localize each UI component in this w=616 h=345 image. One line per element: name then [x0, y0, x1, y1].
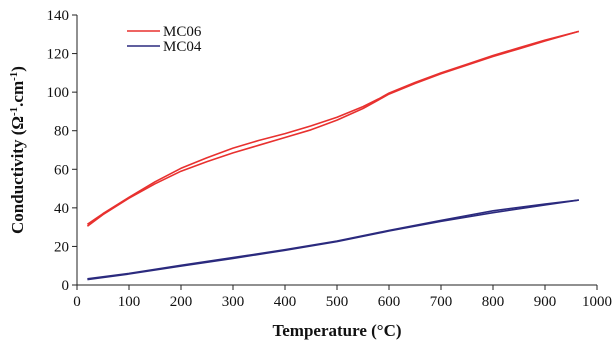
- series-line-mc06-heating: [86, 30, 580, 227]
- x-tick-label: 500: [326, 294, 349, 310]
- legend-label-mc04: MC04: [163, 39, 202, 55]
- y-tick-label: 100: [47, 85, 70, 101]
- y-tick-label: 140: [47, 8, 70, 24]
- x-tick-label: 0: [73, 294, 81, 310]
- legend-label-mc06: MC06: [163, 24, 202, 40]
- x-axis-title: Temperature (°C): [272, 321, 401, 340]
- y-axis-title-sup-2: -1: [8, 72, 20, 81]
- y-tick-label: 80: [54, 124, 69, 140]
- y-axis-ticks: 0 20 40 60 80 100 120 140: [47, 8, 77, 294]
- x-tick-label: 100: [118, 294, 141, 310]
- x-tick-label: 800: [482, 294, 505, 310]
- x-tick-label: 700: [430, 294, 453, 310]
- series-line-mc06-cooling: [86, 30, 579, 225]
- y-tick-label: 0: [62, 278, 70, 294]
- x-tick-label: 400: [274, 294, 297, 310]
- x-tick-label: 200: [170, 294, 193, 310]
- series-layer: [86, 30, 580, 281]
- x-axis-ticks: 0 100 200 300 400 500 600 700 800 900 1000: [73, 285, 612, 310]
- y-tick-label: 20: [54, 239, 69, 255]
- y-tick-label: 120: [47, 47, 70, 63]
- series-line-mc04-cooling: [87, 199, 579, 280]
- x-tick-label: 1000: [582, 294, 612, 310]
- y-axis-title-part-3: ): [8, 66, 27, 72]
- legend: MC06 MC04: [127, 24, 202, 55]
- y-axis-title: Conductivity (Ω-1.cm-1): [8, 66, 27, 234]
- x-tick-label: 900: [534, 294, 557, 310]
- y-tick-label: 60: [54, 162, 69, 178]
- x-tick-label: 600: [378, 294, 401, 310]
- y-axis-title-sup-1: -1: [8, 107, 20, 116]
- y-tick-label: 40: [54, 201, 69, 217]
- y-axis-title-part-2: .cm: [8, 81, 27, 107]
- x-tick-label: 300: [222, 294, 245, 310]
- plot-frame: [76, 15, 597, 286]
- y-axis-title-part-1: Conductivity (Ω: [8, 116, 27, 234]
